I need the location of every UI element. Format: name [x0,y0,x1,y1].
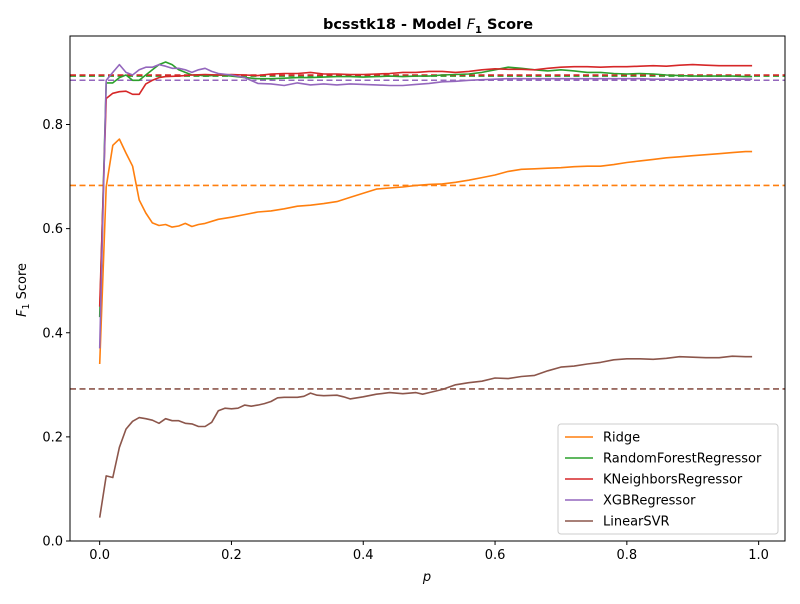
plot-frame [69,35,786,542]
series-line-randomforestregressor [98,61,753,318]
x-tick-label: 0.2 [221,548,242,563]
y-tick-label: 0.4 [42,326,63,341]
plot-area [69,35,786,542]
legend-label-randomforestregressor: RandomForestRegressor [603,452,762,467]
legend-label-ridge: Ridge [603,431,640,446]
y-tick-label: 0.0 [42,535,63,550]
legend-label-xgbregressor: XGBRegressor [603,494,696,509]
x-tick-label: 0.0 [89,548,110,563]
x-axis-ticks: 0.0 0.2 0.4 0.6 0.8 1.0 [89,541,769,563]
x-tick-label: 0.8 [616,548,637,563]
x-axis-label: p [422,570,431,585]
y-axis-ticks: 0.0 0.2 0.4 0.6 0.8 [42,118,70,550]
series-line-linearsvr [98,355,753,518]
series-line-ridge [98,138,753,365]
chart-title: bcsstk18 - Model F1 Score [323,17,533,36]
y-axis-label: F1 Score [15,263,32,317]
legend: Ridge RandomForestRegressor KNeighborsRegr… [557,423,779,535]
y-tick-label: 0.8 [42,118,63,133]
y-tick-label: 0.2 [42,430,63,445]
series-line-kneighborsregressor [98,63,753,307]
y-tick-label: 0.6 [42,222,63,237]
legend-items: Ridge RandomForestRegressor KNeighborsRegr… [565,431,762,530]
legend-label-linearsvr: LinearSVR [603,515,670,530]
legend-box [557,423,779,535]
series-lines [98,61,753,518]
x-tick-label: 0.6 [485,548,506,563]
x-tick-label: 0.4 [353,548,374,563]
legend-label-kneighborsregressor: KNeighborsRegressor [603,473,743,488]
x-tick-label: 1.0 [748,548,769,563]
series-line-xgbregressor [98,63,753,349]
